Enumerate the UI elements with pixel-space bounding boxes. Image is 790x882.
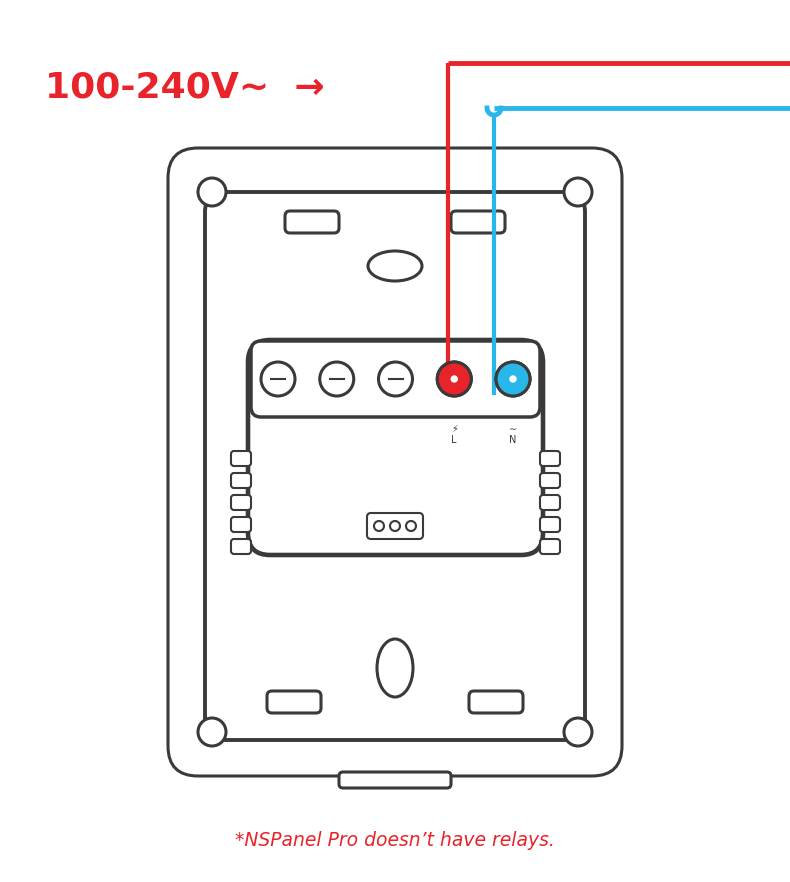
Circle shape	[437, 362, 472, 396]
Circle shape	[406, 521, 416, 531]
Circle shape	[438, 363, 470, 395]
Circle shape	[320, 362, 354, 396]
Ellipse shape	[377, 639, 413, 697]
Circle shape	[564, 718, 592, 746]
FancyBboxPatch shape	[267, 691, 321, 713]
FancyBboxPatch shape	[540, 495, 560, 510]
Text: L: L	[452, 435, 457, 445]
Text: ⚡: ⚡	[451, 424, 457, 434]
Circle shape	[564, 178, 592, 206]
FancyBboxPatch shape	[231, 495, 251, 510]
FancyBboxPatch shape	[251, 341, 540, 417]
FancyBboxPatch shape	[540, 451, 560, 466]
Text: ∼: ∼	[509, 424, 517, 434]
Circle shape	[496, 362, 530, 396]
FancyBboxPatch shape	[339, 772, 451, 788]
FancyBboxPatch shape	[248, 340, 543, 555]
Circle shape	[198, 718, 226, 746]
FancyBboxPatch shape	[540, 539, 560, 554]
FancyBboxPatch shape	[540, 517, 560, 532]
Text: N: N	[510, 435, 517, 445]
FancyBboxPatch shape	[231, 517, 251, 532]
FancyBboxPatch shape	[540, 473, 560, 488]
FancyBboxPatch shape	[469, 691, 523, 713]
Text: *NSPanel Pro doesn’t have relays.: *NSPanel Pro doesn’t have relays.	[235, 831, 555, 849]
Ellipse shape	[368, 251, 422, 281]
Circle shape	[497, 363, 529, 395]
FancyBboxPatch shape	[205, 192, 585, 740]
FancyBboxPatch shape	[451, 211, 505, 233]
FancyBboxPatch shape	[231, 451, 251, 466]
FancyBboxPatch shape	[231, 473, 251, 488]
Circle shape	[198, 178, 226, 206]
Circle shape	[510, 376, 516, 382]
FancyBboxPatch shape	[285, 211, 339, 233]
Circle shape	[378, 362, 412, 396]
FancyBboxPatch shape	[367, 513, 423, 539]
Circle shape	[451, 376, 457, 382]
FancyBboxPatch shape	[231, 539, 251, 554]
Text: 100-240V∼  →: 100-240V∼ →	[45, 71, 325, 105]
Circle shape	[390, 521, 400, 531]
Circle shape	[374, 521, 384, 531]
Circle shape	[261, 362, 295, 396]
FancyBboxPatch shape	[168, 148, 622, 776]
